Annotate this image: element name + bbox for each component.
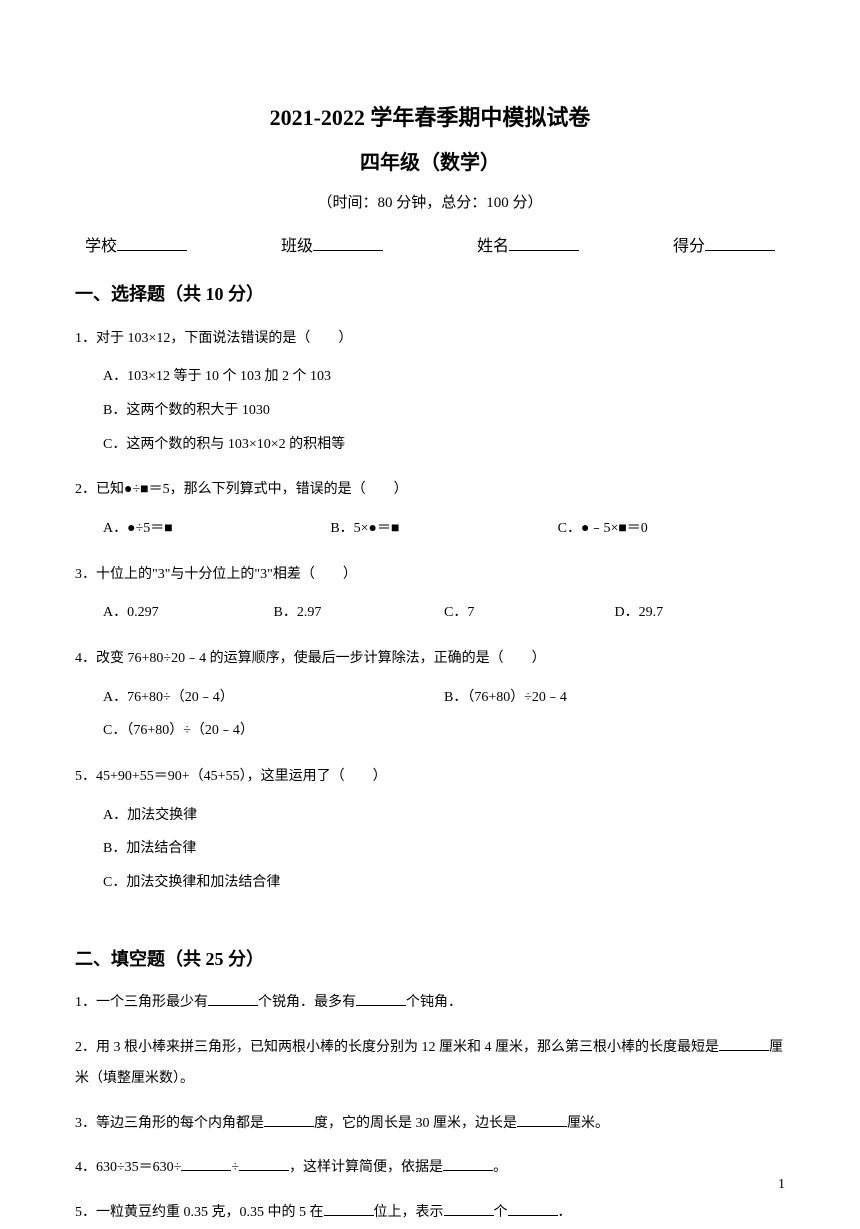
q1-option-a: A．103×12 等于 10 个 103 加 2 个 103 bbox=[103, 360, 785, 394]
fq5-part2: 个 bbox=[494, 1205, 508, 1220]
q5-option-b: B．加法结合律 bbox=[103, 832, 785, 866]
name-field: 姓名 bbox=[477, 233, 579, 260]
fq3-part1: 度，它的周长是 30 厘米，边长是 bbox=[314, 1116, 517, 1131]
score-blank[interactable] bbox=[705, 233, 775, 251]
fq4-part1: ÷ bbox=[231, 1160, 239, 1175]
fq5-part3: ． bbox=[558, 1205, 572, 1220]
question-4-text: 4．改变 76+80÷20﹣4 的运算顺序，使最后一步计算除法，正确的是（ ） bbox=[75, 644, 785, 675]
fq1-blank1[interactable] bbox=[356, 990, 406, 1006]
page-number: 1 bbox=[778, 1174, 785, 1196]
question-3: 3．十位上的"3"与十分位上的"3"相差（ ） A．0.297 B．2.97 C… bbox=[75, 560, 785, 630]
section1-title: 一、选择题（共 10 分） bbox=[75, 280, 785, 309]
question-3-text: 3．十位上的"3"与十分位上的"3"相差（ ） bbox=[75, 560, 785, 591]
section2-title: 二、填空题（共 25 分） bbox=[75, 945, 785, 974]
exam-title: 2021-2022 学年春季期中模拟试卷 bbox=[75, 100, 785, 135]
fq2-part0: 2．用 3 根小棒来拼三角形，已知两根小棒的长度分别为 12 厘米和 4 厘米，… bbox=[75, 1040, 719, 1055]
question-4-options-row2: C．（76+80）÷（20﹣4） bbox=[75, 714, 785, 748]
class-label: 班级 bbox=[281, 234, 313, 260]
fq5-part0: 5．一粒黄豆约重 0.35 克，0.35 中的 5 在 bbox=[75, 1205, 324, 1220]
fq5-blank0[interactable] bbox=[324, 1200, 374, 1216]
fill-question-5: 5．一粒黄豆约重 0.35 克，0.35 中的 5 在 位上，表示 个 ． bbox=[75, 1198, 785, 1229]
fq5-blank1[interactable] bbox=[444, 1200, 494, 1216]
fq3-blank0[interactable] bbox=[264, 1111, 314, 1127]
question-5-options: A．加法交换律 B．加法结合律 C．加法交换律和加法结合律 bbox=[75, 799, 785, 900]
school-field: 学校 bbox=[85, 233, 187, 260]
class-field: 班级 bbox=[281, 233, 383, 260]
fq2-blank0[interactable] bbox=[719, 1035, 769, 1051]
q2-option-a: A．●÷5＝■ bbox=[103, 512, 330, 546]
name-blank[interactable] bbox=[509, 233, 579, 251]
fq4-blank0[interactable] bbox=[181, 1155, 231, 1171]
name-label: 姓名 bbox=[477, 234, 509, 260]
fq5-part1: 位上，表示 bbox=[374, 1205, 444, 1220]
question-5-text: 5．45+90+55＝90+（45+55），这里运用了（ ） bbox=[75, 762, 785, 793]
student-info-line: 学校 班级 姓名 得分 bbox=[75, 233, 785, 260]
exam-subtitle: 四年级（数学） bbox=[75, 147, 785, 179]
fill-question-1: 1．一个三角形最少有 个锐角．最多有 个钝角． bbox=[75, 988, 785, 1019]
fq5-blank2[interactable] bbox=[508, 1200, 558, 1216]
exam-time-score: （时间：80 分钟，总分：100 分） bbox=[75, 191, 785, 215]
q4-option-c: C．（76+80）÷（20﹣4） bbox=[103, 714, 785, 748]
fill-question-4: 4．630÷35＝630÷ ÷ ，这样计算简便，依据是 。 bbox=[75, 1153, 785, 1184]
q5-option-c: C．加法交换律和加法结合律 bbox=[103, 866, 785, 900]
class-blank[interactable] bbox=[313, 233, 383, 251]
q3-option-d: D．29.7 bbox=[615, 596, 786, 630]
fq3-part2: 厘米。 bbox=[567, 1116, 609, 1131]
question-2: 2．已知●÷■＝5，那么下列算式中，错误的是（ ） A．●÷5＝■ B．5×●＝… bbox=[75, 475, 785, 545]
q4-option-a: A．76+80÷（20﹣4） bbox=[103, 681, 444, 715]
score-field: 得分 bbox=[673, 233, 775, 260]
question-3-options: A．0.297 B．2.97 C．7 D．29.7 bbox=[75, 596, 785, 630]
q4-option-b: B．（76+80）÷20﹣4 bbox=[444, 681, 785, 715]
fq3-part0: 3．等边三角形的每个内角都是 bbox=[75, 1116, 264, 1131]
fq4-part2: ，这样计算简便，依据是 bbox=[289, 1160, 443, 1175]
school-blank[interactable] bbox=[117, 233, 187, 251]
question-5: 5．45+90+55＝90+（45+55），这里运用了（ ） A．加法交换律 B… bbox=[75, 762, 785, 900]
fq4-blank2[interactable] bbox=[443, 1155, 493, 1171]
q3-option-a: A．0.297 bbox=[103, 596, 274, 630]
question-2-text: 2．已知●÷■＝5，那么下列算式中，错误的是（ ） bbox=[75, 475, 785, 506]
q1-option-c: C．这两个数的积与 103×10×2 的积相等 bbox=[103, 428, 785, 462]
fill-question-3: 3．等边三角形的每个内角都是 度，它的周长是 30 厘米，边长是 厘米。 bbox=[75, 1109, 785, 1140]
question-1-text: 1．对于 103×12，下面说法错误的是（ ） bbox=[75, 324, 785, 355]
question-2-options: A．●÷5＝■ B．5×●＝■ C．●﹣5×■＝0 bbox=[75, 512, 785, 546]
question-1-options: A．103×12 等于 10 个 103 加 2 个 103 B．这两个数的积大… bbox=[75, 360, 785, 461]
question-1: 1．对于 103×12，下面说法错误的是（ ） A．103×12 等于 10 个… bbox=[75, 324, 785, 462]
score-label: 得分 bbox=[673, 234, 705, 260]
fq1-blank0[interactable] bbox=[208, 990, 258, 1006]
fq1-part0: 1．一个三角形最少有 bbox=[75, 995, 208, 1010]
q3-option-b: B．2.97 bbox=[274, 596, 445, 630]
q3-option-c: C．7 bbox=[444, 596, 615, 630]
school-label: 学校 bbox=[85, 234, 117, 260]
fq1-part2: 个钝角． bbox=[406, 995, 462, 1010]
fill-question-2: 2．用 3 根小棒来拼三角形，已知两根小棒的长度分别为 12 厘米和 4 厘米，… bbox=[75, 1033, 785, 1095]
q2-option-b: B．5×●＝■ bbox=[330, 512, 557, 546]
fq4-blank1[interactable] bbox=[239, 1155, 289, 1171]
fq4-part3: 。 bbox=[493, 1160, 507, 1175]
q5-option-a: A．加法交换律 bbox=[103, 799, 785, 833]
q1-option-b: B．这两个数的积大于 1030 bbox=[103, 394, 785, 428]
question-4-options-row1: A．76+80÷（20﹣4） B．（76+80）÷20﹣4 bbox=[75, 681, 785, 715]
fq4-part0: 4．630÷35＝630÷ bbox=[75, 1160, 181, 1175]
q2-option-c: C．●﹣5×■＝0 bbox=[558, 512, 785, 546]
question-4: 4．改变 76+80÷20﹣4 的运算顺序，使最后一步计算除法，正确的是（ ） … bbox=[75, 644, 785, 748]
fq1-part1: 个锐角．最多有 bbox=[258, 995, 356, 1010]
fq3-blank1[interactable] bbox=[517, 1111, 567, 1127]
